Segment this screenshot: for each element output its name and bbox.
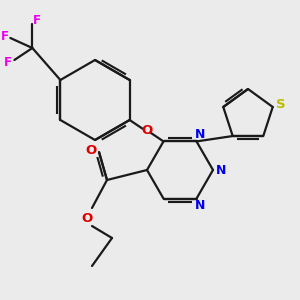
Text: S: S xyxy=(277,98,286,111)
Text: O: O xyxy=(141,124,152,137)
Text: N: N xyxy=(195,199,206,212)
Text: F: F xyxy=(4,56,12,70)
Text: N: N xyxy=(195,128,206,141)
Text: N: N xyxy=(216,164,226,176)
Text: F: F xyxy=(2,29,9,43)
Text: O: O xyxy=(81,212,93,224)
Text: F: F xyxy=(33,14,41,26)
Text: O: O xyxy=(85,145,97,158)
